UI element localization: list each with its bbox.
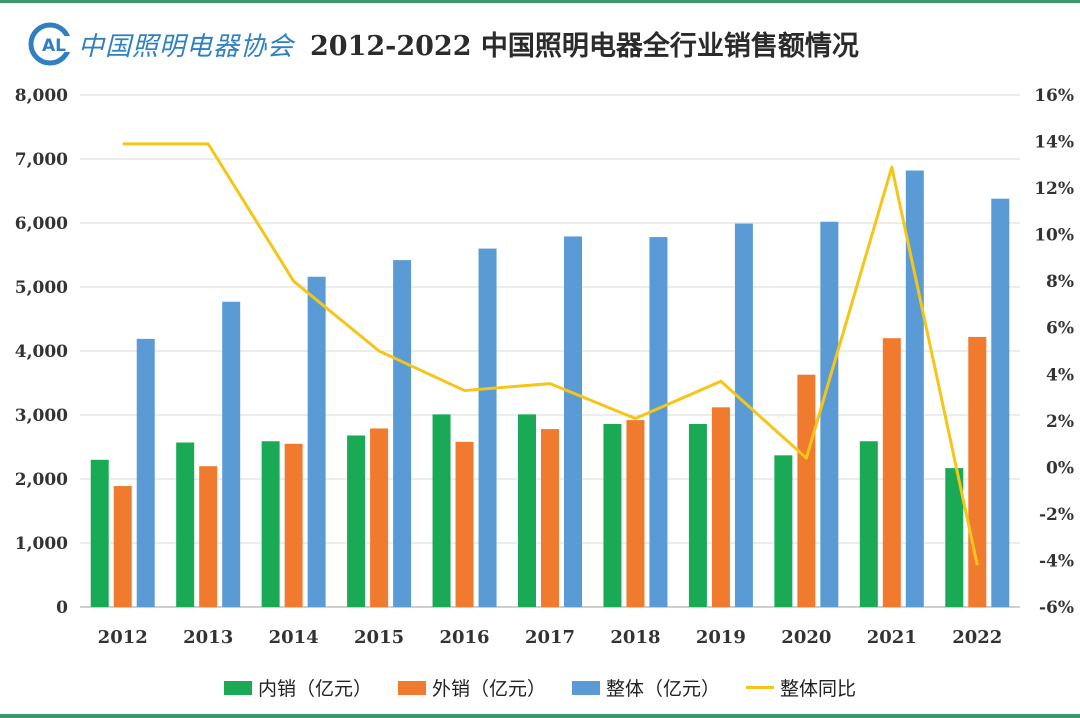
- bar-domestic: [176, 442, 195, 607]
- legend: 内销（亿元） 外销（亿元） 整体（亿元） 整体同比: [0, 674, 1080, 701]
- cali-logo-icon: AL: [28, 22, 72, 66]
- y-left-tick-label: 5,000: [15, 278, 68, 298]
- bar-export: [882, 338, 901, 607]
- chart-title: 2012-2022 中国照明电器全行业销售额情况: [310, 31, 859, 62]
- bar-total: [478, 248, 497, 607]
- svg-text:AL: AL: [42, 36, 66, 56]
- y-right-tick-label: 2%: [1046, 412, 1074, 432]
- x-tick-label: 2021: [867, 627, 917, 648]
- x-tick-label: 2014: [269, 627, 319, 648]
- bar-export: [284, 443, 303, 607]
- bar-domestic: [261, 441, 280, 607]
- bar-domestic: [774, 455, 793, 607]
- legend-label-total: 整体（亿元）: [606, 678, 721, 700]
- legend-swatch-yoy: [746, 686, 775, 689]
- bottom-border: [0, 714, 1080, 718]
- y-left-tick-label: 8,000: [15, 86, 68, 106]
- y-right-tick-label: 4%: [1046, 365, 1074, 385]
- bar-total: [649, 237, 668, 607]
- legend-swatch-export: [397, 680, 426, 695]
- bar-total: [222, 301, 241, 607]
- bar-domestic: [90, 459, 109, 607]
- bar-export: [797, 374, 816, 607]
- y-right-tick-label: -6%: [1039, 598, 1074, 618]
- x-tick-label: 2019: [696, 627, 746, 648]
- legend-item-domestic: 内销（亿元）: [223, 674, 372, 701]
- line-yoy: [122, 142, 979, 566]
- y-right-tick-label: 16%: [1034, 86, 1074, 106]
- bar-total: [136, 338, 155, 607]
- bar-total: [991, 198, 1010, 607]
- y-right-tick-label: 6%: [1046, 319, 1074, 339]
- bar-export: [113, 486, 132, 607]
- y-right-tick-label: 8%: [1046, 272, 1074, 292]
- y-left-tick-label: 7,000: [15, 150, 68, 170]
- x-tick-label: 2018: [610, 627, 660, 648]
- y-left-tick-label: 1,000: [15, 534, 68, 554]
- legend-item-export: 外销（亿元）: [397, 674, 546, 701]
- legend-item-yoy: 整体同比: [746, 674, 856, 701]
- logo-text: 中国照明电器协会: [78, 31, 295, 62]
- y-left-tick-label: 6,000: [15, 214, 68, 234]
- x-tick-label: 2022: [952, 627, 1002, 648]
- bar-export: [541, 429, 559, 607]
- legend-swatch-domestic: [223, 680, 252, 695]
- bar-domestic: [688, 423, 707, 607]
- bar-domestic: [859, 441, 878, 607]
- y-right-tick-label: 0%: [1046, 458, 1074, 478]
- y-right-tick-label: -4%: [1039, 551, 1074, 571]
- bar-domestic: [603, 423, 622, 607]
- bar-domestic: [945, 468, 964, 607]
- bar-total: [564, 236, 582, 607]
- legend-swatch-total: [572, 680, 600, 695]
- y-right-tick-label: 12%: [1034, 179, 1074, 199]
- bar-export: [968, 336, 987, 607]
- y-left-tick-label: 4,000: [15, 342, 68, 362]
- x-tick-label: 2017: [525, 627, 575, 648]
- y-left-tick-label: 0: [56, 598, 68, 618]
- bar-total: [734, 223, 753, 607]
- top-border: [0, 0, 1080, 3]
- logo: AL 中国照明电器协会: [28, 22, 294, 66]
- legend-label-export: 外销（亿元）: [431, 678, 546, 700]
- x-tick-label: 2016: [439, 627, 489, 648]
- bar-total: [307, 276, 326, 607]
- bar-total: [393, 260, 412, 607]
- legend-item-total: 整体（亿元）: [572, 674, 720, 701]
- bar-export: [711, 407, 730, 607]
- bar-total: [905, 170, 924, 607]
- bar-export: [370, 428, 389, 607]
- legend-label-domestic: 内销（亿元）: [257, 678, 372, 700]
- bar-export: [626, 420, 645, 607]
- bar-domestic: [432, 414, 451, 607]
- x-tick-label: 2012: [98, 627, 148, 648]
- y-right-tick-label: -2%: [1039, 505, 1074, 525]
- y-left-tick-label: 2,000: [15, 470, 68, 490]
- x-tick-label: 2013: [183, 627, 233, 648]
- bar-domestic: [518, 414, 536, 607]
- x-tick-label: 2015: [354, 627, 404, 648]
- bar-export: [455, 441, 474, 607]
- bar-export: [199, 466, 218, 607]
- y-right-tick-label: 10%: [1034, 226, 1074, 246]
- y-left-tick-label: 3,000: [15, 406, 68, 426]
- bar-total: [820, 221, 839, 607]
- bar-domestic: [347, 435, 366, 607]
- legend-label-yoy: 整体同比: [780, 678, 857, 700]
- y-right-tick-label: 14%: [1034, 133, 1074, 153]
- x-tick-label: 2020: [781, 627, 831, 648]
